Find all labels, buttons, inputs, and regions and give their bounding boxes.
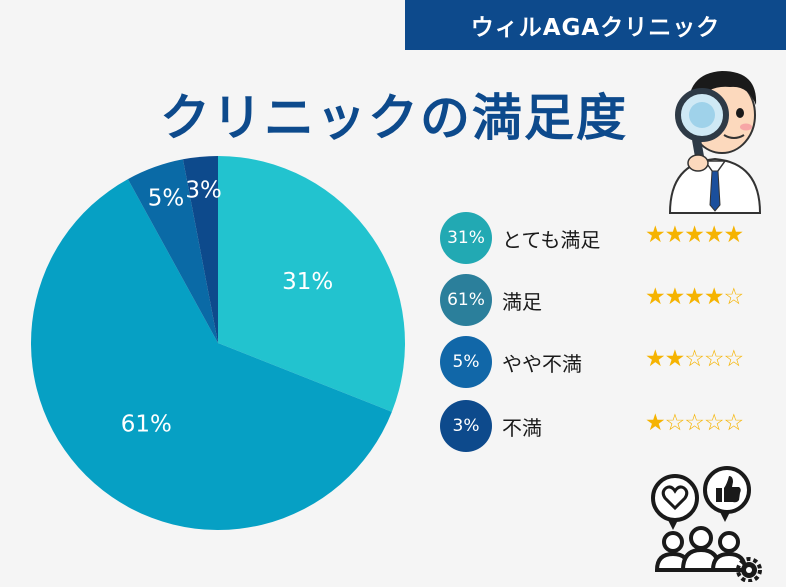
legend-label: やや不満: [502, 352, 582, 376]
legend-item-2: 61% 満足 ★★★★☆: [440, 274, 770, 326]
legend-percent-badge: 3%: [440, 400, 492, 452]
star-rating-icon: ★★☆☆☆: [645, 346, 744, 372]
page-title: クリニックの満足度: [160, 89, 628, 147]
legend-label: とても満足: [502, 228, 601, 252]
clinic-brand-name: ウィルAGAクリニック: [470, 15, 721, 41]
star-rating-icon: ★★★★☆: [645, 284, 744, 310]
clinic-brand-banner: ウィルAGAクリニック: [405, 0, 786, 50]
legend-label: 不満: [502, 416, 542, 440]
legend-item-1: 31% とても満足 ★★★★★: [440, 212, 770, 264]
legend-percent-badge: 5%: [440, 336, 492, 388]
legend-item-4: 3% 不満 ★☆☆☆☆: [440, 400, 770, 452]
people-feedback-icon: [651, 466, 762, 582]
satisfaction-pie-chart: 31% 61% 5% 3%: [31, 156, 405, 530]
legend-percent-badge: 61%: [440, 274, 492, 326]
pie-slice-3: [127, 159, 218, 343]
pie-slice-4: [182, 156, 218, 343]
pie-slice-2: [31, 179, 392, 530]
legend-item-3: 5% やや不満 ★★☆☆☆: [440, 336, 770, 388]
pie-slice-label-1: 31%: [282, 269, 333, 295]
legend-percent-badge: 31%: [440, 212, 492, 264]
pie-slice-label-2: 61%: [121, 411, 172, 437]
pie-slice-1: [218, 156, 405, 412]
pie-slice-label-4: 3%: [185, 177, 222, 203]
star-rating-icon: ★☆☆☆☆: [645, 410, 744, 436]
pie-slice-label-3: 5%: [148, 186, 185, 212]
doctor-magnifier-icon: [668, 71, 762, 214]
star-rating-icon: ★★★★★: [645, 222, 744, 248]
legend-label: 満足: [502, 290, 542, 314]
